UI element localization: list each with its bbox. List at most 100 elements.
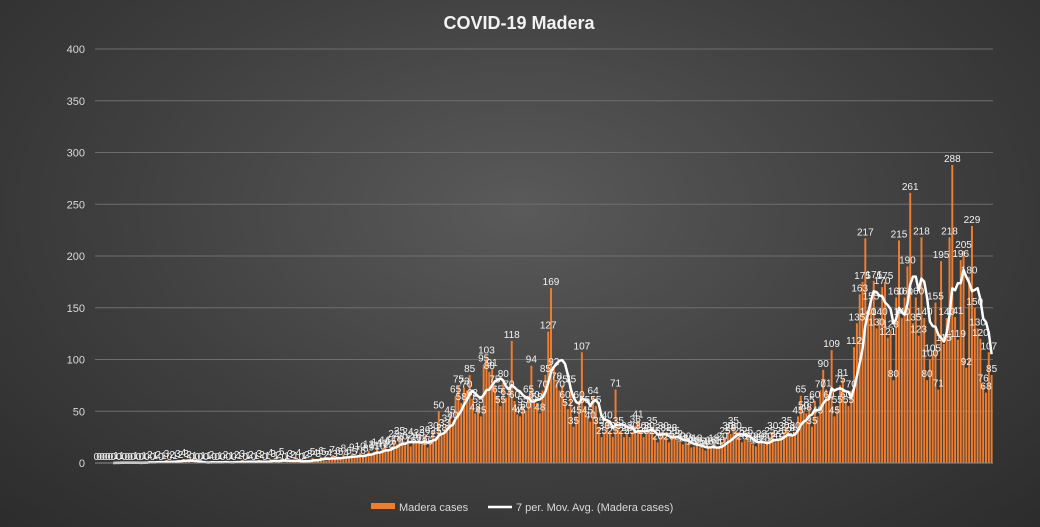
data-label: 103 — [478, 345, 495, 356]
bar — [628, 437, 631, 463]
data-label: 45 — [571, 405, 583, 416]
bar — [547, 331, 550, 463]
data-label: 45 — [444, 405, 456, 416]
bar — [836, 406, 839, 463]
data-label: 3 — [270, 449, 276, 460]
bar — [648, 431, 651, 463]
bar — [404, 445, 407, 463]
data-label: 48 — [470, 402, 482, 413]
bar — [847, 406, 850, 463]
bar — [799, 395, 802, 463]
data-label: 0 — [214, 452, 220, 463]
data-label: 12 — [700, 440, 712, 451]
data-label: 22 — [672, 429, 684, 440]
bar — [827, 400, 830, 463]
data-label: 45 — [515, 405, 527, 416]
data-label: 175 — [854, 271, 871, 282]
data-label: 75 — [557, 374, 569, 385]
data-label: 119 — [950, 329, 966, 340]
bar — [740, 442, 743, 463]
bar — [743, 440, 746, 463]
bar — [976, 328, 979, 463]
bar — [401, 442, 404, 463]
data-label: 123 — [910, 325, 927, 336]
bar — [695, 444, 698, 463]
data-label: 229 — [964, 215, 981, 226]
bar — [774, 442, 777, 463]
bar — [881, 287, 884, 463]
data-label: 14 — [697, 438, 709, 449]
data-label: 1 — [284, 451, 290, 462]
bar — [684, 442, 687, 463]
data-label: 63 — [501, 387, 513, 398]
data-label: 6 — [318, 446, 324, 457]
bar — [622, 437, 625, 463]
data-label: 18 — [391, 433, 403, 444]
data-label: 2 — [223, 450, 229, 461]
data-label: 2 — [178, 450, 184, 461]
y-tick-label: 50 — [73, 406, 85, 418]
chart-title: COVID-19 Madera — [443, 13, 595, 33]
data-labels: 0000000101000010010201201302132432010010… — [94, 154, 998, 463]
data-label: 1 — [133, 451, 139, 462]
bar — [440, 434, 443, 463]
data-label: 0 — [110, 452, 116, 463]
bar — [942, 343, 945, 463]
bar — [965, 367, 968, 463]
data-label: 5 — [321, 447, 327, 458]
data-label: 30 — [635, 421, 647, 432]
bar — [665, 437, 668, 463]
bar — [533, 400, 536, 463]
data-label: 28 — [655, 423, 667, 434]
data-label: 75 — [489, 374, 501, 385]
data-label: 23 — [414, 428, 426, 439]
data-label: 2 — [324, 450, 330, 461]
bar — [811, 426, 813, 463]
data-label: 3 — [315, 449, 321, 460]
bar — [625, 434, 628, 463]
data-label: 0 — [298, 452, 304, 463]
bar — [536, 402, 538, 463]
data-label: 0 — [282, 452, 288, 463]
bar — [872, 280, 875, 463]
bar — [339, 457, 342, 463]
data-label: 218 — [913, 226, 930, 237]
data-label: 0 — [108, 452, 114, 463]
gridlines — [95, 48, 993, 412]
bar — [676, 440, 679, 463]
data-label: 25 — [669, 426, 681, 437]
data-label: 24 — [402, 427, 414, 438]
data-label: 141 — [947, 306, 964, 317]
bar — [878, 318, 881, 463]
data-label: 35 — [646, 416, 658, 427]
data-label: 169 — [543, 277, 560, 288]
data-label: 75 — [834, 374, 846, 385]
data-label: 10 — [355, 442, 367, 453]
data-label: 16 — [750, 435, 762, 446]
data-label: 3 — [175, 449, 181, 460]
data-label: 25 — [719, 426, 731, 437]
bar — [920, 237, 923, 463]
data-label: 18 — [708, 433, 720, 444]
data-label: 1 — [217, 451, 223, 462]
data-label: 20 — [736, 431, 748, 442]
y-tick-label: 100 — [67, 355, 85, 367]
data-label: 80 — [888, 369, 900, 380]
bar — [507, 390, 510, 463]
bar — [412, 441, 415, 463]
data-label: 60 — [809, 390, 821, 401]
data-label: 25 — [624, 426, 636, 437]
bar — [926, 380, 929, 463]
data-label: 3 — [287, 449, 293, 460]
data-label: 60 — [840, 390, 852, 401]
bar — [749, 442, 752, 463]
data-label: 30 — [731, 421, 743, 432]
data-label: 218 — [941, 226, 958, 237]
bar — [651, 426, 654, 463]
data-label: 45 — [475, 405, 487, 416]
bar — [516, 414, 519, 463]
bar — [768, 437, 771, 463]
bar — [718, 446, 721, 463]
data-label: 55 — [590, 395, 602, 406]
data-label: 15 — [422, 436, 434, 447]
